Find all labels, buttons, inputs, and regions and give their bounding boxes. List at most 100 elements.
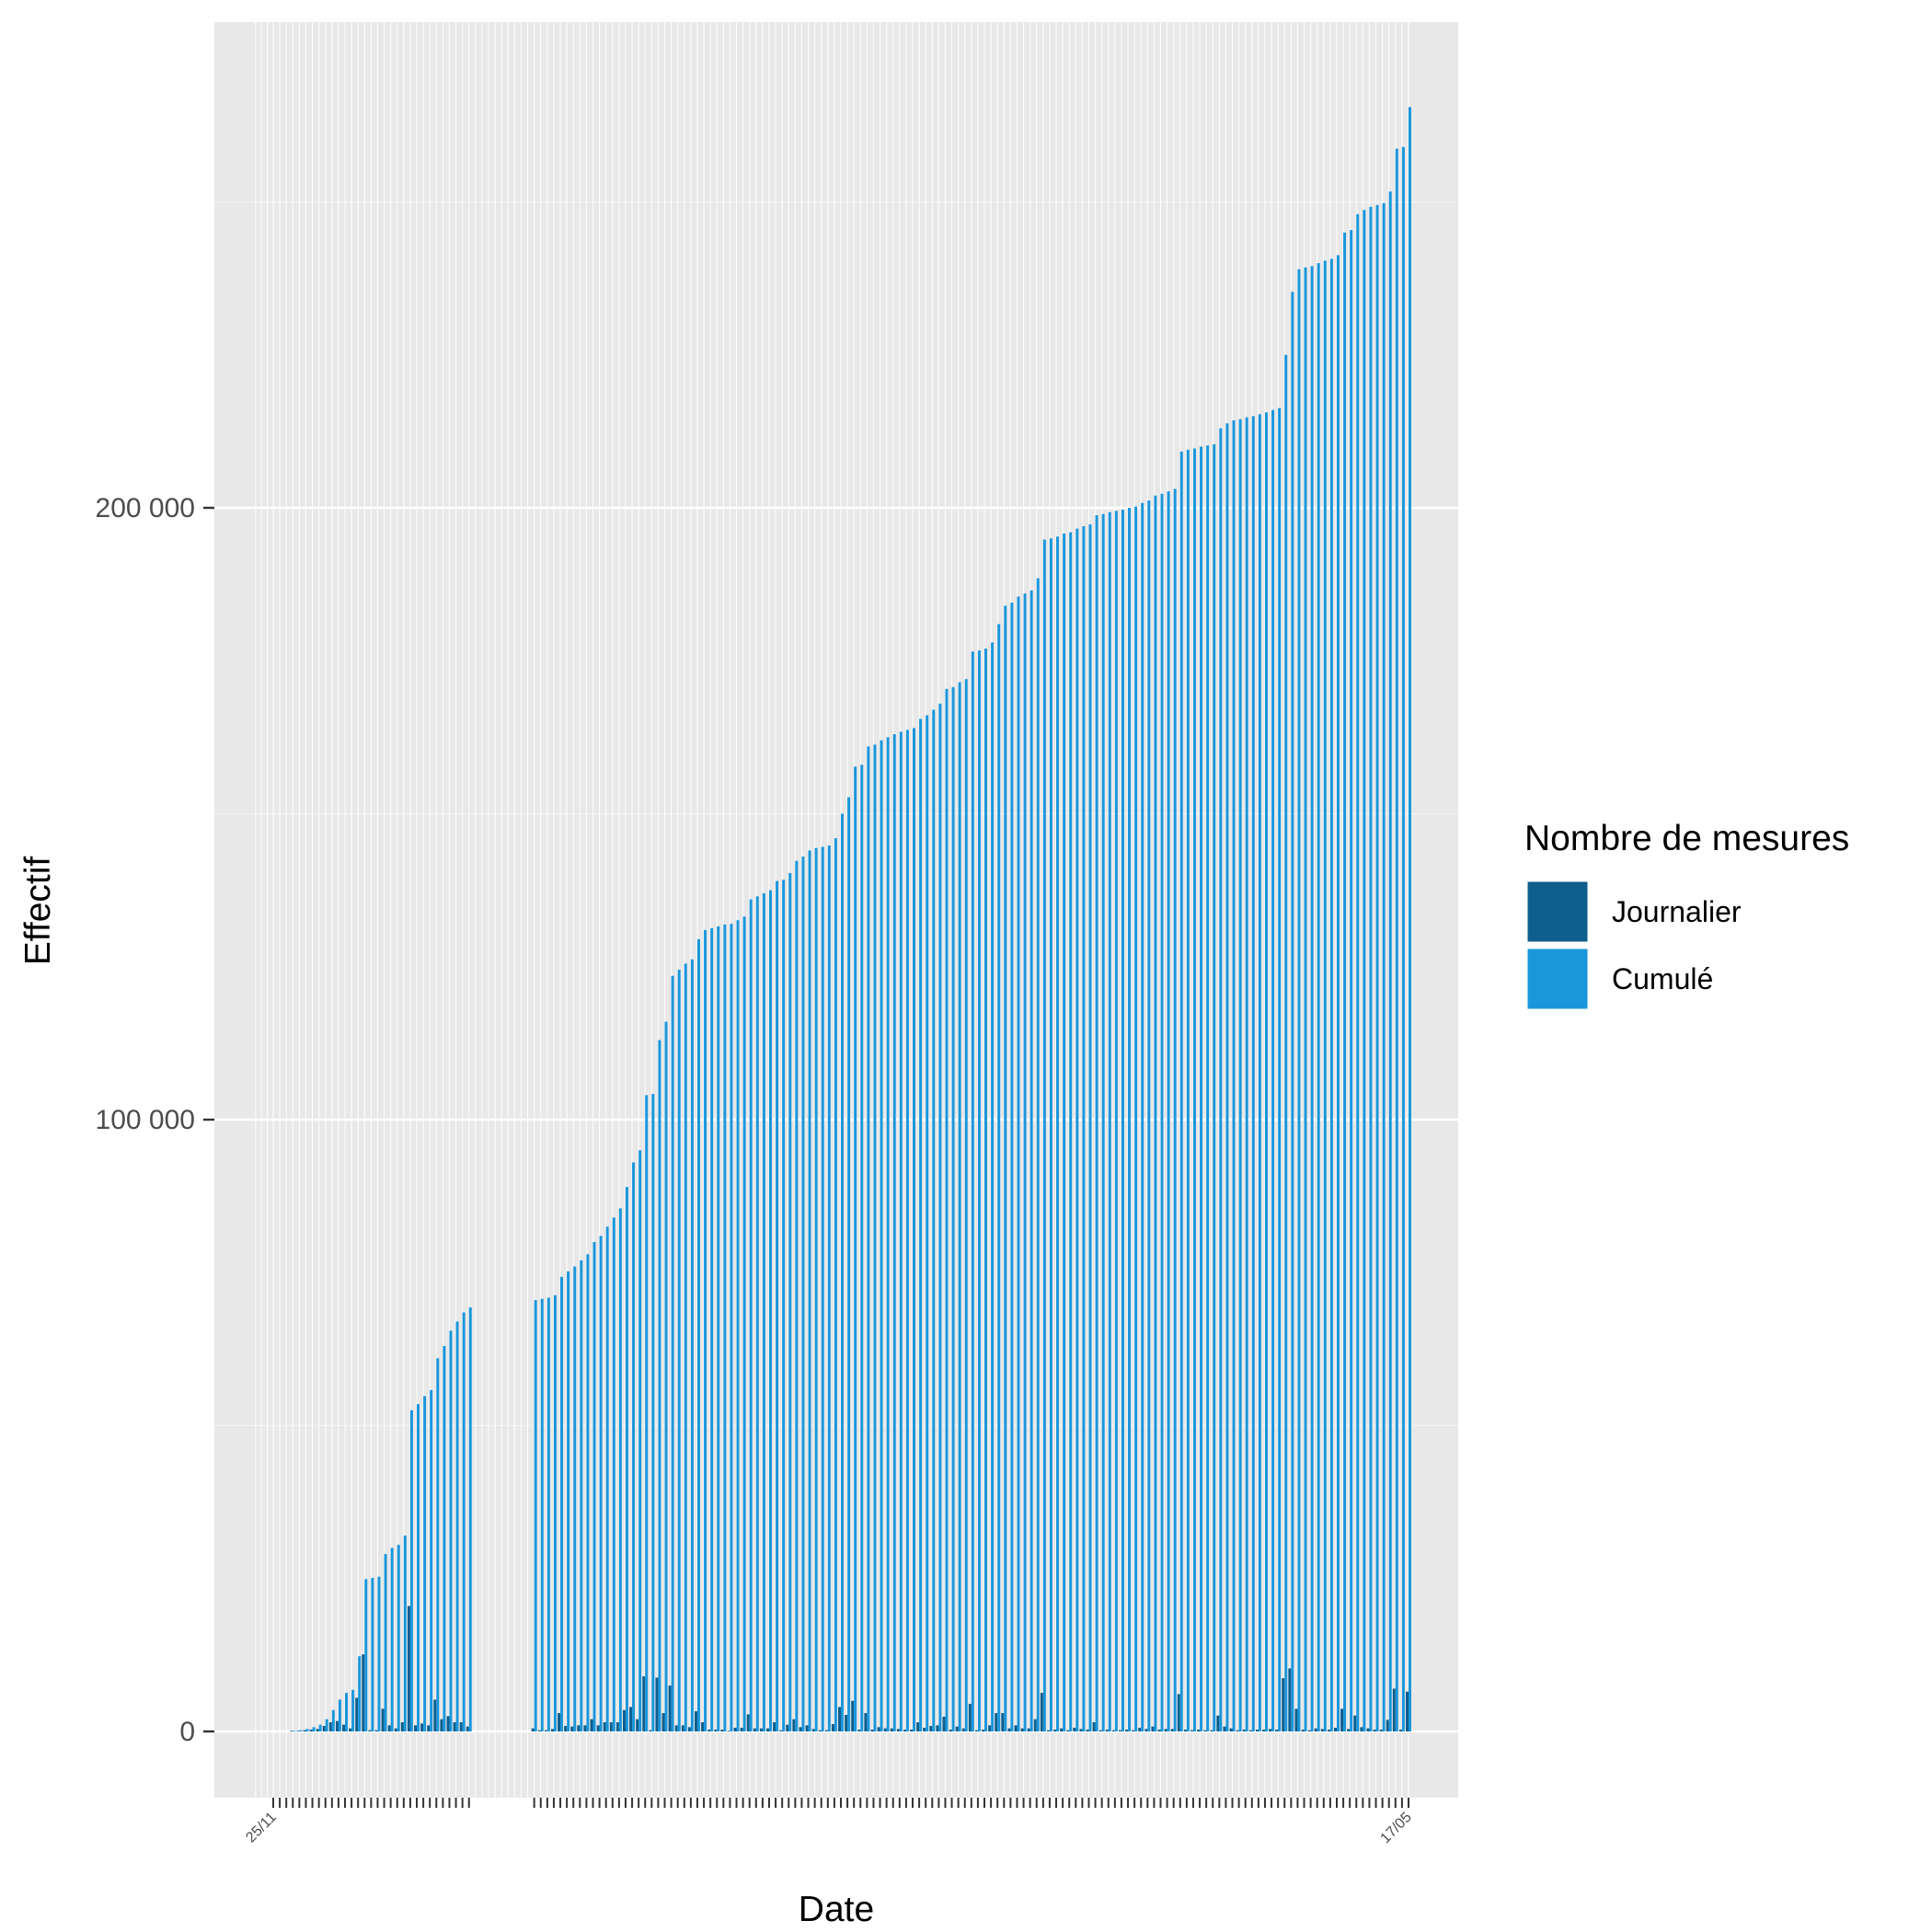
bar-journalier: [387, 1725, 391, 1731]
bar-journalier: [1320, 1729, 1324, 1731]
bar-cumule: [534, 1300, 537, 1731]
bar-cumule: [358, 1656, 362, 1731]
bar-cumule: [651, 1094, 655, 1731]
bar-cumule: [742, 916, 746, 1731]
bar-journalier: [1060, 1728, 1064, 1731]
bar-cumule: [671, 975, 674, 1731]
bar-journalier: [955, 1726, 959, 1731]
bar-cumule: [560, 1276, 564, 1731]
bar-cumule: [586, 1254, 590, 1731]
bar-cumule: [318, 1724, 322, 1731]
bar-cumule: [1317, 263, 1320, 1731]
bar-cumule: [1395, 148, 1398, 1731]
legend-key-cumule: [1524, 946, 1591, 1012]
bar-journalier: [466, 1726, 469, 1731]
bar-journalier: [453, 1722, 456, 1731]
bar-cumule: [325, 1719, 328, 1731]
bar-cumule: [1141, 502, 1144, 1732]
bar-cumule: [1225, 423, 1229, 1732]
bar-cumule: [305, 1729, 309, 1731]
bar-journalier: [1040, 1693, 1043, 1731]
bar-journalier: [1216, 1715, 1220, 1731]
bar-journalier: [335, 1720, 339, 1731]
bar-cumule: [312, 1727, 316, 1731]
bar-journalier: [550, 1729, 554, 1731]
bar-cumule: [1284, 354, 1288, 1731]
bar-cumule: [1388, 191, 1392, 1731]
bar-cumule: [1238, 419, 1242, 1732]
legend-key-journalier: [1524, 879, 1591, 945]
bar-cumule: [1042, 539, 1046, 1731]
bar-journalier: [342, 1724, 346, 1731]
bar-cumule: [1297, 269, 1301, 1731]
x-axis-title: Date: [799, 1890, 874, 1929]
bar-cumule: [951, 686, 955, 1731]
bar-journalier: [629, 1707, 633, 1731]
bar-journalier: [642, 1676, 646, 1731]
bar-cumule: [1075, 528, 1079, 1731]
y-axis-title: Effectif: [18, 857, 58, 966]
bar-journalier: [414, 1725, 418, 1731]
bar-cumule: [964, 679, 968, 1732]
bar-journalier: [322, 1726, 326, 1731]
bar-cumule: [1206, 445, 1210, 1731]
bar-cumule: [1401, 146, 1405, 1731]
bar-journalier: [590, 1719, 593, 1731]
bar-journalier: [681, 1725, 684, 1731]
bar-journalier: [1347, 1729, 1351, 1731]
bar-cumule: [1088, 523, 1092, 1731]
bar-cumule: [664, 1021, 668, 1731]
bar-journalier: [1282, 1678, 1285, 1731]
bar-journalier: [433, 1699, 437, 1731]
bar-cumule: [403, 1535, 407, 1731]
bar-journalier: [831, 1724, 834, 1731]
bar-journalier: [792, 1719, 796, 1731]
bar-cumule: [919, 719, 923, 1731]
bar-journalier: [1092, 1722, 1096, 1731]
bar-journalier: [531, 1728, 535, 1731]
bar-cumule: [605, 1226, 609, 1731]
bar-cumule: [932, 709, 936, 1732]
bar-cumule: [1192, 448, 1196, 1731]
bar-journalier: [1386, 1719, 1389, 1731]
bar-journalier: [714, 1730, 718, 1731]
bar-journalier: [1340, 1708, 1344, 1731]
bar-cumule: [991, 642, 995, 1731]
bar-journalier: [1020, 1728, 1024, 1731]
bar-cumule: [905, 730, 909, 1731]
bar-cumule: [867, 746, 870, 1731]
bar-cumule: [1291, 292, 1294, 1731]
bar-cumule: [977, 650, 981, 1731]
bar-journalier: [870, 1730, 874, 1731]
bar-cumule: [449, 1330, 453, 1731]
bar-cumule: [677, 970, 681, 1731]
bar-journalier: [1073, 1728, 1076, 1731]
bar-journalier: [1334, 1728, 1337, 1731]
bar-cumule: [1251, 416, 1255, 1731]
bar-cumule: [768, 890, 772, 1731]
bar-cumule: [821, 846, 824, 1731]
bar-journalier: [811, 1729, 815, 1731]
bar-journalier: [838, 1707, 841, 1731]
bar-cumule: [1350, 230, 1353, 1732]
bar-journalier: [1223, 1726, 1226, 1731]
bar-journalier: [1398, 1730, 1402, 1731]
bar-journalier: [309, 1730, 313, 1731]
bar-cumule: [1264, 412, 1268, 1731]
bar-journalier: [603, 1722, 606, 1731]
bar-cumule: [755, 896, 759, 1731]
legend-label-journalier: Journalier: [1612, 895, 1742, 928]
bar-cumule: [345, 1693, 348, 1731]
bar-cumule: [1329, 259, 1333, 1732]
bar-journalier: [349, 1728, 352, 1731]
bar-journalier: [636, 1719, 639, 1731]
bar-journalier: [1294, 1708, 1298, 1731]
bar-journalier: [1157, 1730, 1161, 1731]
bar-cumule: [899, 731, 903, 1731]
bar-cumule: [1063, 533, 1066, 1732]
bar-cumule: [567, 1271, 570, 1731]
bar-cumule: [788, 873, 792, 1731]
bar-cumule: [351, 1689, 355, 1731]
bar-journalier: [988, 1725, 992, 1731]
bar-journalier: [655, 1677, 659, 1731]
